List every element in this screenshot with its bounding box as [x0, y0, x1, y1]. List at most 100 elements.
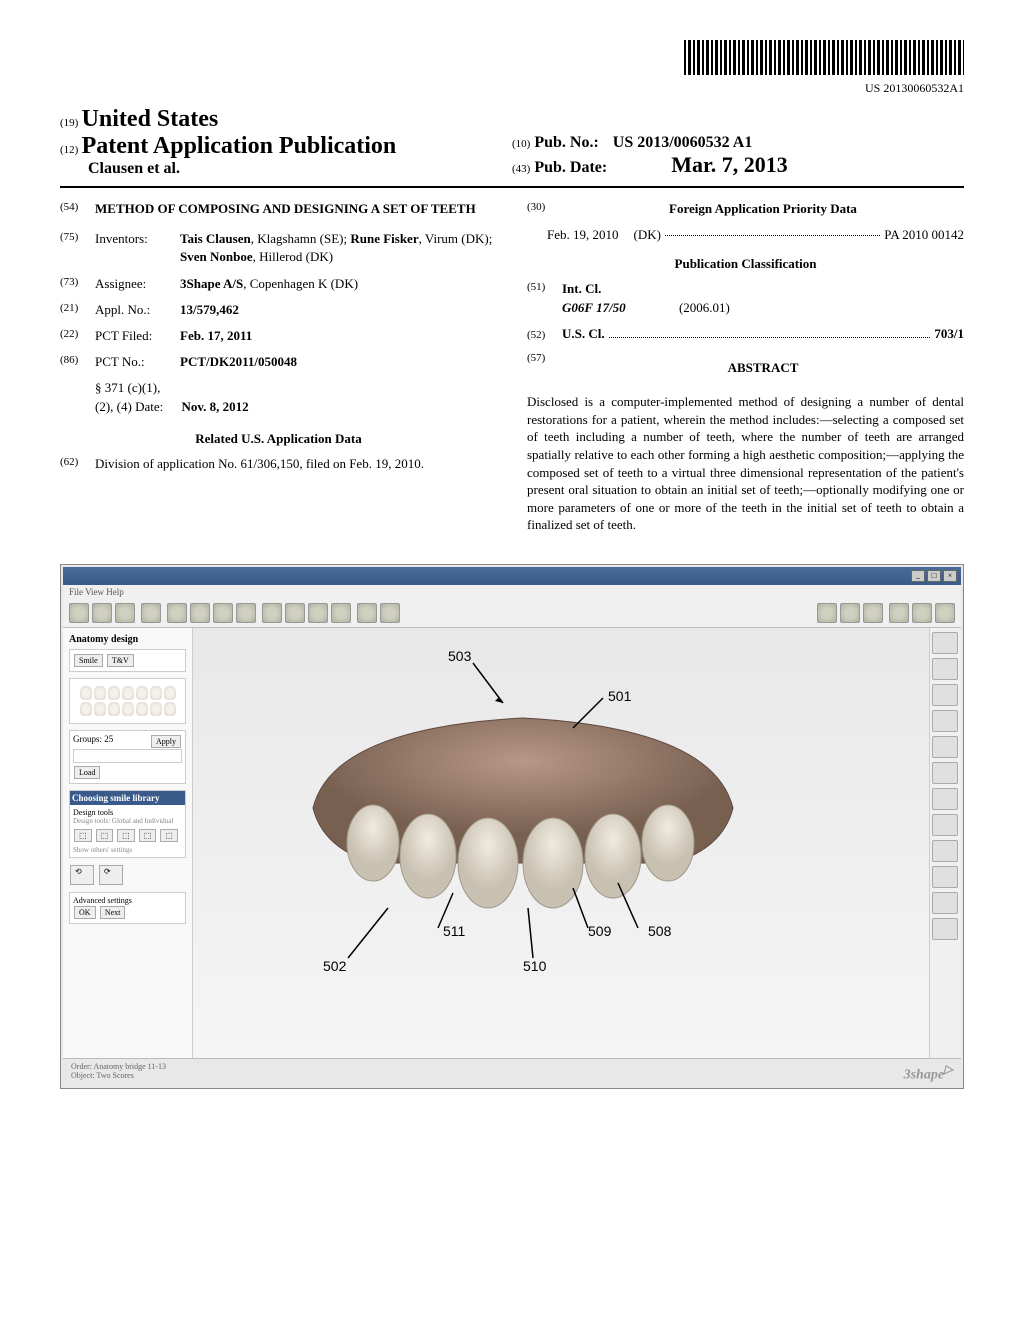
tooth-thumb[interactable]	[122, 686, 134, 700]
pct-no-label: PCT No.:	[95, 353, 180, 371]
tooth-thumb[interactable]	[164, 686, 176, 700]
toolbar-icon[interactable]	[69, 603, 89, 623]
tooth-thumb[interactable]	[94, 702, 106, 716]
toolbar-icon[interactable]	[262, 603, 282, 623]
toolbar-icon[interactable]	[840, 603, 860, 623]
load-button[interactable]: Load	[74, 766, 100, 779]
tooth-thumb[interactable]	[94, 686, 106, 700]
field-num-86: (86)	[60, 353, 95, 371]
foreign-no: PA 2010 00142	[884, 226, 964, 244]
tool-icon[interactable]: ⬚	[139, 829, 157, 842]
toolbar-icon[interactable]	[380, 603, 400, 623]
callout-510: 510	[523, 958, 546, 974]
tooth-thumb[interactable]	[164, 702, 176, 716]
toolbar-icon[interactable]	[115, 603, 135, 623]
figure-body: Anatomy design Smile T&V	[63, 628, 961, 1058]
field-num-57: (57)	[527, 351, 562, 385]
right-tool-icon[interactable]	[932, 814, 958, 836]
apply-button[interactable]: Apply	[151, 735, 181, 748]
right-tool-icon[interactable]	[932, 632, 958, 654]
close-icon[interactable]: ×	[943, 570, 957, 582]
country-title: United States	[82, 106, 219, 132]
field-num-30: (30)	[527, 200, 562, 218]
field-num-12: (12)	[60, 144, 78, 156]
right-tool-icon[interactable]	[932, 736, 958, 758]
int-cl-code: G06F 17/50	[562, 300, 626, 315]
tool-icon[interactable]: ⬚	[160, 829, 178, 842]
toolbar-icon[interactable]	[863, 603, 883, 623]
right-column: (30) Foreign Application Priority Data F…	[527, 200, 964, 534]
design-sub-label: Design tools: Global and Individual	[73, 817, 182, 825]
right-tool-icon[interactable]	[932, 840, 958, 862]
ok-button[interactable]: OK	[74, 906, 96, 919]
toolbar-icon[interactable]	[357, 603, 377, 623]
pub-date-label: Pub. Date:	[534, 159, 607, 176]
tool-icon[interactable]: ⬚	[117, 829, 135, 842]
right-tool-icon[interactable]	[932, 788, 958, 810]
toolbar-icon[interactable]	[889, 603, 909, 623]
brand-logo: 3shape▷	[904, 1062, 953, 1084]
division-text: Division of application No. 61/306,150, …	[95, 455, 424, 473]
barcode-graphic	[684, 40, 964, 75]
show-settings-label: Show others' settings	[73, 846, 182, 854]
callout-508: 508	[648, 923, 671, 939]
right-tool-icon[interactable]	[932, 658, 958, 680]
tool-icon[interactable]: ⬚	[96, 829, 114, 842]
sect-371-line2: (2), (4) Date:	[95, 399, 163, 414]
toolbar-icon[interactable]	[213, 603, 233, 623]
sect-371-date: Nov. 8, 2012	[181, 399, 248, 414]
us-cl-label: U.S. Cl.	[562, 325, 605, 343]
menubar[interactable]: File View Help	[63, 585, 961, 599]
toolbar-icon[interactable]	[285, 603, 305, 623]
teeth-3d-model	[273, 688, 773, 928]
tab-smile[interactable]: Smile	[74, 654, 103, 667]
next-button[interactable]: Next	[100, 906, 126, 919]
field-num-75: (75)	[60, 230, 95, 266]
toolbar-icon[interactable]	[236, 603, 256, 623]
int-cl-year: (2006.01)	[679, 300, 730, 315]
toolbar-icon[interactable]	[331, 603, 351, 623]
toolbar-icon[interactable]	[92, 603, 112, 623]
right-tool-icon[interactable]	[932, 892, 958, 914]
right-tool-icon[interactable]	[932, 866, 958, 888]
barcode-number: US 20130060532A1	[60, 81, 964, 96]
toolbar-icon[interactable]	[817, 603, 837, 623]
field-num-52: (52)	[527, 328, 562, 343]
tooth-thumb[interactable]	[136, 702, 148, 716]
right-tool-icon[interactable]	[932, 710, 958, 732]
toolbar-icon[interactable]	[167, 603, 187, 623]
barcode-section: US 20130060532A1	[60, 40, 964, 96]
toolbar-icon[interactable]	[141, 603, 161, 623]
toolbar-icon[interactable]	[935, 603, 955, 623]
callout-502: 502	[323, 958, 346, 974]
toolbar-icon[interactable]	[190, 603, 210, 623]
foreign-date: Feb. 19, 2010	[547, 226, 619, 244]
tab-tv[interactable]: T&V	[107, 654, 134, 667]
pct-no: PCT/DK2011/050048	[180, 353, 497, 371]
toolbar-icon[interactable]	[308, 603, 328, 623]
3d-canvas[interactable]: 503 501 502 511 510 509 508	[193, 628, 929, 1058]
right-tool-icon[interactable]	[932, 762, 958, 784]
tool-icon[interactable]: ⬚	[74, 829, 92, 842]
tooth-thumb[interactable]	[150, 702, 162, 716]
tooth-thumb[interactable]	[80, 702, 92, 716]
tooth-thumb[interactable]	[108, 702, 120, 716]
callout-511: 511	[443, 923, 465, 939]
design-panel: Choosing smile library Design tools Desi…	[69, 790, 186, 858]
document-header: (19) United States (12) Patent Applicati…	[60, 106, 964, 188]
slider[interactable]	[73, 749, 182, 763]
tooth-thumb[interactable]	[150, 686, 162, 700]
right-tool-icon[interactable]	[932, 918, 958, 940]
field-num-22: (22)	[60, 327, 95, 345]
tooth-thumb[interactable]	[136, 686, 148, 700]
tooth-thumb[interactable]	[122, 702, 134, 716]
nav-icon[interactable]: ⟳	[99, 865, 123, 885]
maximize-icon[interactable]: □	[927, 570, 941, 582]
nav-icon[interactable]: ⟲	[70, 865, 94, 885]
sidebar-title: Anatomy design	[69, 634, 186, 645]
tooth-thumb[interactable]	[80, 686, 92, 700]
minimize-icon[interactable]: _	[911, 570, 925, 582]
toolbar-icon[interactable]	[912, 603, 932, 623]
tooth-thumb[interactable]	[108, 686, 120, 700]
right-tool-icon[interactable]	[932, 684, 958, 706]
